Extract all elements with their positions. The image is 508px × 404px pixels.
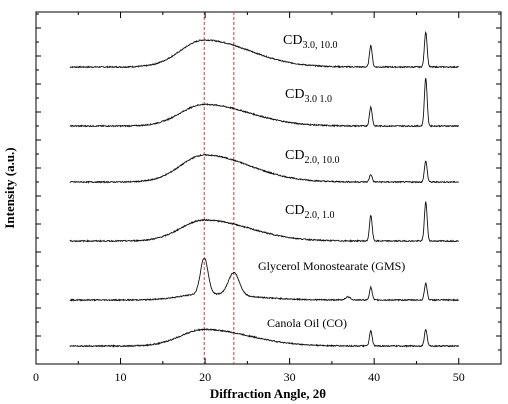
- series-curve-1: [69, 30, 460, 69]
- series-curve-5: [69, 257, 460, 302]
- x-tick-label: 50: [453, 370, 465, 384]
- plot-frame: [35, 11, 502, 365]
- x-axis-title: Diffraction Angle, 2θ: [210, 386, 326, 401]
- x-tick-label: 0: [33, 370, 39, 384]
- series-label-5: Glycerol Monostearate (GMS): [258, 259, 405, 273]
- series-labels: CD3.0, 10.0 CD3.0 1.0 CD2.0, 10.0 CD2.0, 1.…: [258, 33, 405, 330]
- x-tick-label: 30: [284, 370, 296, 384]
- reference-lines: [203, 12, 235, 364]
- series-curve-2: [69, 78, 459, 128]
- series-label-1: CD3.0, 10.0: [283, 33, 337, 51]
- x-tick-label: 40: [368, 370, 380, 384]
- y-axis-title: Intensity (a.u.): [2, 147, 17, 228]
- series-label-3: CD2.0, 10.0: [285, 148, 339, 166]
- x-axis-ticks: 0 10 20 30 40 50: [33, 12, 502, 384]
- x-tick-label: 20: [199, 370, 211, 384]
- series-curves: [69, 30, 460, 348]
- series-curve-4: [69, 201, 459, 243]
- series-label-6: Canola Oil (CO): [267, 316, 347, 330]
- y-axis-ticks: [36, 13, 501, 351]
- series-curve-6: [69, 328, 460, 348]
- x-tick-label: 10: [115, 370, 127, 384]
- series-curve-3: [69, 153, 459, 184]
- series-label-4: CD2.0, 1.0: [285, 203, 334, 221]
- series-label-2: CD3.0 1.0: [285, 87, 332, 105]
